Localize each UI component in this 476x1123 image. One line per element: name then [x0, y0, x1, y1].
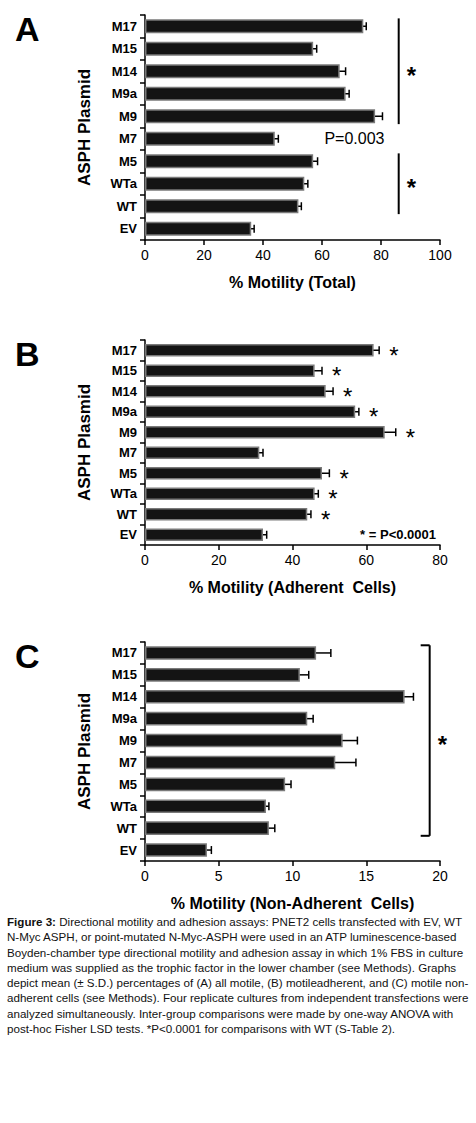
svg-text:M9a: M9a: [112, 711, 138, 726]
svg-text:0: 0: [141, 247, 149, 263]
svg-text:M7: M7: [119, 755, 137, 770]
svg-text:*: *: [321, 506, 330, 533]
svg-text:M17: M17: [112, 645, 137, 660]
svg-text:M14: M14: [112, 689, 138, 704]
svg-text:WTa: WTa: [111, 486, 138, 501]
svg-text:M14: M14: [112, 384, 138, 399]
svg-text:WT: WT: [117, 199, 137, 214]
svg-text:* = P<0.0001: * = P<0.0001: [360, 527, 436, 542]
svg-text:60: 60: [314, 247, 330, 263]
svg-text:EV: EV: [120, 221, 138, 236]
svg-text:WT: WT: [117, 507, 137, 522]
svg-text:B: B: [15, 335, 40, 373]
svg-text:*: *: [406, 424, 415, 451]
svg-text:M15: M15: [112, 667, 137, 682]
svg-text:20: 20: [196, 247, 212, 263]
svg-text:M9: M9: [119, 425, 137, 440]
svg-text:*: *: [407, 62, 417, 89]
svg-text:5: 5: [215, 868, 223, 884]
svg-text:*: *: [332, 362, 341, 389]
svg-text:15: 15: [358, 868, 374, 884]
svg-text:80: 80: [432, 552, 448, 568]
svg-text:20: 20: [432, 868, 448, 884]
svg-text:M9: M9: [119, 733, 137, 748]
svg-text:M5: M5: [119, 154, 137, 169]
svg-text:0: 0: [141, 552, 149, 568]
svg-text:M7: M7: [119, 131, 137, 146]
svg-text:M17: M17: [112, 343, 137, 358]
svg-text:M9: M9: [119, 109, 137, 124]
svg-text:M17: M17: [112, 19, 137, 34]
svg-text:*: *: [339, 465, 348, 492]
svg-text:WTa: WTa: [111, 176, 138, 191]
svg-text:M7: M7: [119, 445, 137, 460]
svg-text:EV: EV: [120, 843, 138, 858]
svg-text:*: *: [389, 342, 398, 369]
svg-text:M5: M5: [119, 777, 137, 792]
html-text:Figure 3: Directional motility: Figure 3: Directional motility and adhes…: [7, 915, 469, 1036]
svg-text:20: 20: [211, 552, 227, 568]
svg-text:% Motility (Adherent Cells): % Motility (Adherent Cells): [189, 579, 396, 596]
svg-text:WT: WT: [117, 821, 137, 836]
svg-text:% Motility (Non-Adherent Cell: % Motility (Non-Adherent Cells): [171, 895, 415, 912]
svg-text:10: 10: [285, 868, 301, 884]
svg-text:P=0.003: P=0.003: [324, 130, 384, 147]
svg-text:M15: M15: [112, 41, 137, 56]
svg-text:100: 100: [428, 247, 452, 263]
svg-text:ASPH Plasmid: ASPH Plasmid: [75, 693, 94, 810]
svg-text:M15: M15: [112, 363, 137, 378]
svg-text:80: 80: [373, 247, 389, 263]
svg-text:M5: M5: [119, 466, 137, 481]
svg-text:*: *: [407, 174, 417, 201]
svg-text:WTa: WTa: [111, 799, 138, 814]
svg-text:M9a: M9a: [112, 86, 138, 101]
svg-text:ASPH Plasmid: ASPH Plasmid: [75, 384, 94, 501]
svg-text:40: 40: [255, 247, 271, 263]
svg-text:0: 0: [141, 868, 149, 884]
svg-text:% Motility (Total): % Motility (Total): [229, 274, 356, 291]
svg-text:C: C: [15, 637, 40, 675]
svg-text:EV: EV: [120, 527, 138, 542]
svg-text:60: 60: [358, 552, 374, 568]
svg-text:M14: M14: [112, 64, 138, 79]
svg-text:A: A: [15, 10, 40, 48]
svg-text:ASPH Plasmid: ASPH Plasmid: [75, 69, 94, 186]
svg-text:40: 40: [285, 552, 301, 568]
svg-text:M9a: M9a: [112, 404, 138, 419]
svg-text:*: *: [438, 731, 448, 758]
